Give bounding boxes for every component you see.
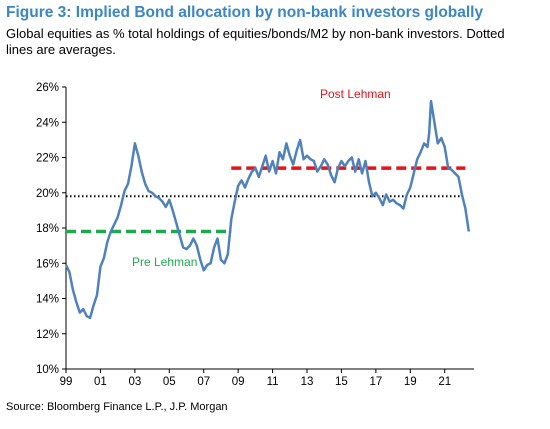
x-tick-label: 13 [301, 376, 314, 388]
y-tick-label: 20% [36, 188, 59, 200]
x-tick-label: 21 [438, 376, 451, 388]
y-tick-label: 14% [36, 294, 59, 306]
x-tick-label: 01 [94, 376, 107, 388]
x-tick-label: 03 [128, 376, 141, 388]
axes: 10% 12% 14% 16% 18% 20% 22% 24% 26% 99 01 03 05 07 09 1… [36, 82, 474, 388]
x-tick-label: 99 [60, 376, 73, 388]
pre-lehman-label: Pre Lehman [132, 255, 197, 269]
x-tick-label: 19 [404, 376, 417, 388]
y-tick-label: 16% [36, 258, 59, 270]
y-tick-label: 10% [36, 364, 59, 376]
x-tick-label: 09 [232, 376, 245, 388]
y-tick-label: 26% [36, 82, 59, 94]
equity-allocation-series-line [64, 99, 471, 320]
figure-subtitle: Global equities as % total holdings of e… [6, 26, 505, 57]
y-tick-label: 18% [36, 223, 59, 235]
x-tick-label: 11 [267, 376, 279, 388]
y-tick-label: 22% [36, 153, 59, 165]
x-tick-label: 07 [197, 376, 210, 388]
x-tick-label: 17 [369, 376, 382, 388]
x-tick-label: 05 [163, 376, 176, 388]
x-tick-label: 15 [335, 376, 348, 388]
series-layer [64, 99, 471, 320]
y-tick-label: 24% [36, 117, 59, 129]
y-tick-label: 12% [36, 329, 59, 341]
source-note: Source: Bloomberg Finance L.P., J.P. Mor… [6, 401, 228, 413]
post-lehman-label: Post Lehman [320, 87, 391, 101]
figure-title: Figure 3: Implied Bond allocation by non… [6, 4, 484, 21]
